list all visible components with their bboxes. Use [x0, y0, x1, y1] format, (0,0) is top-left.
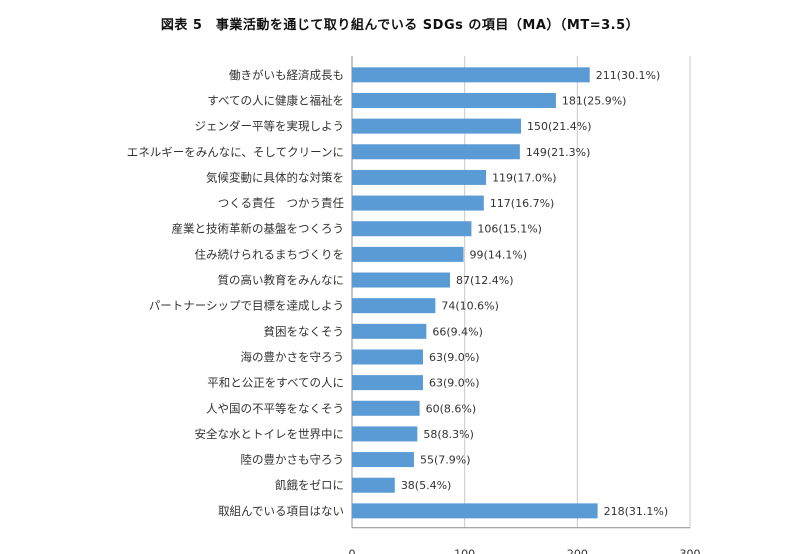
bar — [352, 503, 598, 519]
data-label: 181(25.9%) — [562, 94, 627, 107]
data-label: 60(8.6%) — [426, 402, 477, 415]
data-label: 106(15.1%) — [477, 223, 542, 236]
tick-label: 300 — [680, 548, 701, 554]
category-labels: 働きがいも経済成長もすべての人に健康と福祉をジェンダー平等を実現しようエネルギー… — [127, 68, 345, 518]
category-label: ジェンダー平等を実現しよう — [195, 119, 345, 133]
data-label: 99(14.1%) — [470, 248, 528, 261]
bar — [352, 349, 423, 365]
tick-label: 200 — [567, 548, 588, 554]
bars — [352, 67, 598, 519]
bar — [352, 92, 556, 108]
category-label: 産業と技術革新の基盤をつくろう — [172, 222, 345, 236]
data-label: 63(9.0%) — [429, 377, 480, 390]
data-label: 149(21.3%) — [526, 146, 591, 159]
category-label: 海の豊かさを守ろう — [241, 350, 345, 364]
data-label: 218(31.1%) — [604, 505, 669, 518]
bar — [352, 426, 418, 442]
bar — [352, 169, 487, 185]
bar — [352, 298, 436, 314]
bar — [352, 246, 464, 262]
data-label: 117(16.7%) — [490, 197, 555, 210]
bar — [352, 144, 520, 160]
category-label: 取組んでいる項目はない — [218, 504, 344, 518]
x-axis-ticks: 0 100 200 300 — [349, 548, 701, 554]
category-label: 安全な水とトイレを世界中に — [195, 427, 345, 441]
category-label: 働きがいも経済成長も — [229, 68, 344, 82]
category-label: 飢餓をゼロに — [275, 478, 344, 492]
bar — [352, 477, 395, 493]
gridlines — [351, 56, 691, 529]
tick-label: 100 — [454, 548, 475, 554]
category-label: 住み続けられるまちづくりを — [195, 247, 345, 261]
bar — [352, 195, 484, 211]
tick-label: 0 — [349, 548, 356, 554]
category-label: つくる責任 つかう責任 — [218, 196, 345, 210]
category-label: 質の高い教育をみんなに — [218, 273, 345, 287]
category-label: 人や国の不平等をなくそう — [206, 401, 344, 415]
data-label: 119(17.0%) — [492, 171, 557, 184]
data-label: 74(10.6%) — [441, 300, 499, 313]
data-label: 150(21.4%) — [527, 120, 592, 133]
bar — [352, 118, 521, 134]
category-label: すべての人に健康と福祉を — [207, 93, 344, 107]
bar — [352, 400, 420, 416]
category-label: パートナーシップで目標を達成しよう — [149, 299, 344, 313]
bar — [352, 67, 590, 83]
category-label: エネルギーをみんなに、そしてクリーンに — [127, 145, 344, 159]
value-labels: 211(30.1%) 181(25.9%) 150(21.4%) 149(21.3%)… — [401, 69, 668, 518]
data-label: 87(12.4%) — [456, 274, 514, 287]
bar — [352, 452, 414, 468]
chart-title: 図表 5 事業活動を通じて取り組んでいる SDGs の項目（MA）（MT=3.5… — [160, 18, 640, 33]
data-label: 38(5.4%) — [401, 479, 452, 492]
data-label: 63(9.0%) — [429, 351, 480, 364]
bar — [352, 221, 472, 237]
bar — [352, 323, 427, 339]
data-label: 58(8.3%) — [423, 428, 474, 441]
category-label: 気候変動に具体的な対策を — [206, 170, 344, 184]
category-label: 貧困をなくそう — [264, 324, 345, 338]
data-label: 211(30.1%) — [596, 69, 661, 82]
category-label: 陸の豊かさも守ろう — [241, 453, 345, 467]
bar — [352, 375, 423, 391]
category-label: 平和と公正をすべての人に — [207, 376, 344, 390]
bar — [352, 272, 451, 288]
data-label: 55(7.9%) — [420, 454, 471, 467]
data-label: 66(9.4%) — [432, 325, 483, 338]
